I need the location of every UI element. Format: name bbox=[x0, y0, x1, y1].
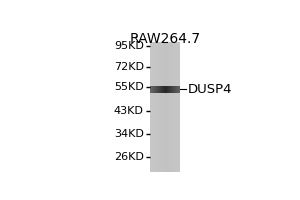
Bar bbox=[162, 42, 163, 172]
Bar bbox=[150, 86, 151, 93]
Bar bbox=[151, 86, 152, 93]
Text: 43KD: 43KD bbox=[114, 106, 144, 116]
Bar bbox=[164, 86, 165, 93]
Bar bbox=[154, 86, 155, 93]
Bar bbox=[174, 86, 175, 93]
Text: 26KD: 26KD bbox=[114, 152, 144, 162]
Bar bbox=[158, 42, 159, 172]
Bar bbox=[167, 86, 168, 93]
Bar bbox=[157, 42, 158, 172]
Bar bbox=[168, 86, 169, 93]
Bar bbox=[170, 42, 171, 172]
Bar bbox=[158, 86, 159, 93]
Text: RAW264.7: RAW264.7 bbox=[130, 32, 201, 46]
Bar bbox=[173, 42, 174, 172]
Bar bbox=[162, 86, 164, 93]
Bar bbox=[171, 86, 172, 93]
Bar bbox=[174, 42, 175, 172]
Bar bbox=[155, 86, 156, 93]
Text: DUSP4: DUSP4 bbox=[188, 83, 232, 96]
Bar bbox=[154, 42, 155, 172]
Bar bbox=[163, 42, 164, 172]
Bar bbox=[153, 42, 154, 172]
Bar bbox=[179, 42, 180, 172]
Bar bbox=[159, 42, 160, 172]
Bar bbox=[178, 42, 179, 172]
Bar bbox=[170, 86, 171, 93]
Bar bbox=[165, 86, 166, 93]
Bar bbox=[176, 86, 178, 93]
Text: 72KD: 72KD bbox=[114, 62, 144, 72]
Bar bbox=[152, 86, 153, 93]
Bar bbox=[178, 86, 179, 93]
Bar bbox=[172, 86, 173, 93]
Bar bbox=[169, 86, 170, 93]
Bar bbox=[179, 86, 181, 93]
Bar bbox=[153, 86, 154, 93]
Bar bbox=[172, 42, 173, 172]
Bar bbox=[166, 42, 167, 172]
Bar bbox=[167, 42, 168, 172]
Bar bbox=[160, 42, 161, 172]
Bar bbox=[161, 86, 162, 93]
Bar bbox=[168, 42, 169, 172]
Bar bbox=[161, 42, 162, 172]
Bar bbox=[156, 42, 157, 172]
Text: 34KD: 34KD bbox=[114, 129, 144, 139]
Bar bbox=[180, 42, 181, 172]
Bar bbox=[164, 42, 165, 172]
Bar bbox=[173, 86, 174, 93]
Bar bbox=[152, 42, 153, 172]
Bar bbox=[159, 86, 160, 93]
Bar bbox=[169, 42, 170, 172]
Bar bbox=[171, 42, 172, 172]
Bar bbox=[177, 42, 178, 172]
Bar bbox=[150, 42, 151, 172]
Bar bbox=[165, 42, 166, 172]
Bar bbox=[175, 42, 176, 172]
Bar bbox=[156, 86, 157, 93]
Bar bbox=[151, 42, 152, 172]
Text: 95KD: 95KD bbox=[114, 41, 144, 51]
Bar bbox=[160, 86, 161, 93]
Bar bbox=[157, 86, 158, 93]
Text: 55KD: 55KD bbox=[114, 82, 144, 92]
Bar bbox=[155, 42, 156, 172]
Bar bbox=[176, 42, 177, 172]
